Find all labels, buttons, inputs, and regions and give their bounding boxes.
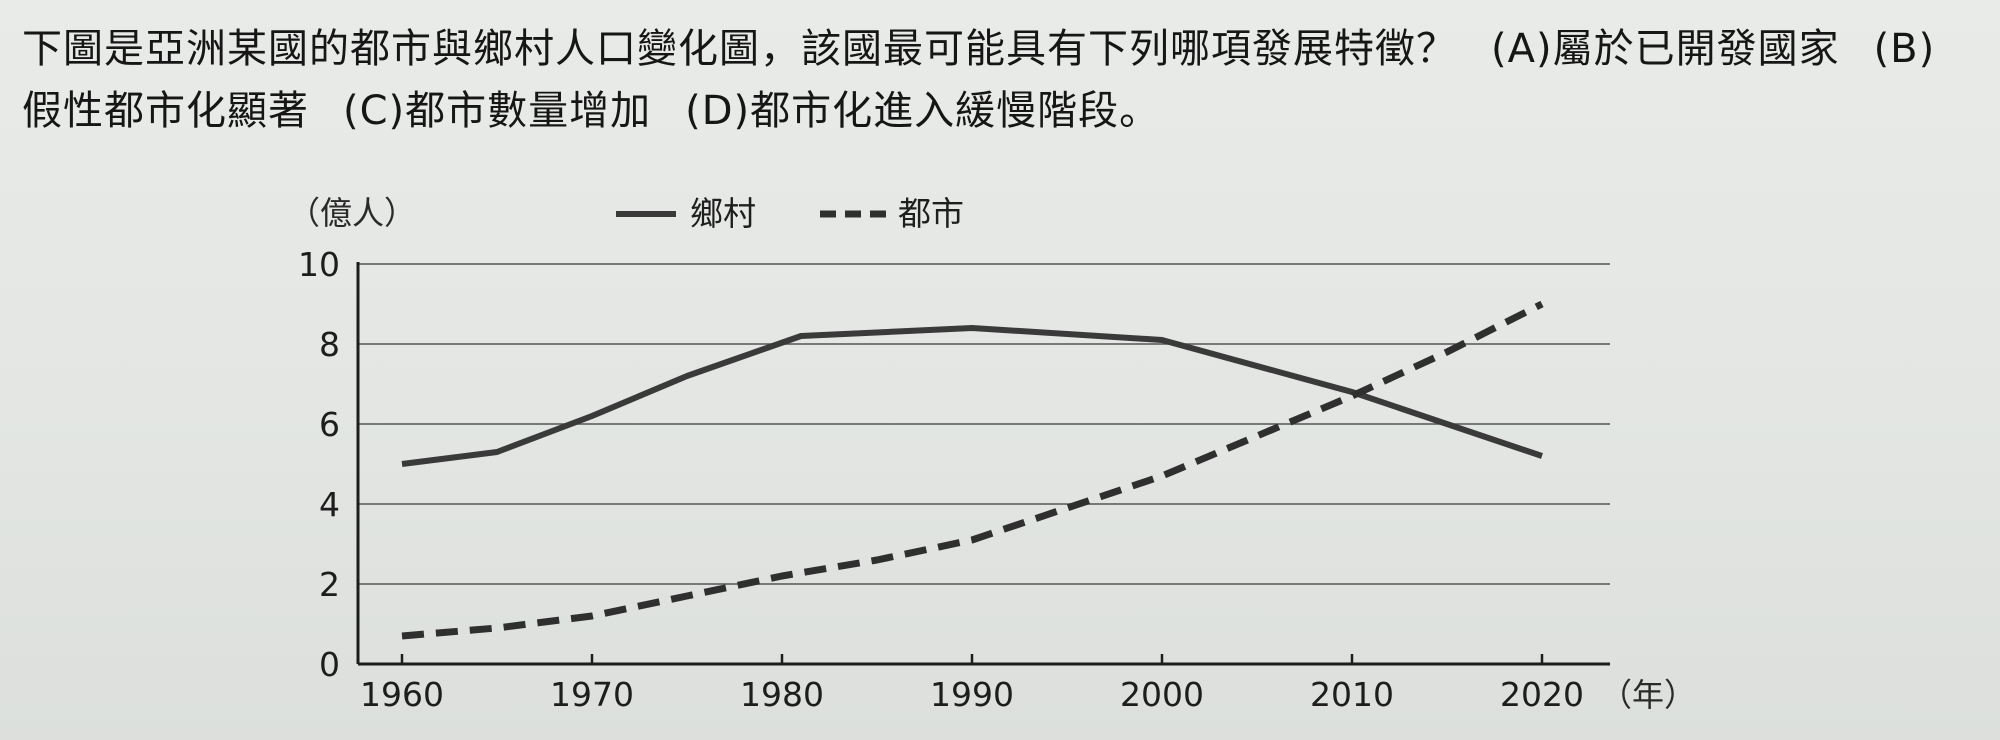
question-stem: 下圖是亞洲某國的都市與鄉村人口變化圖，該國最可能具有下列哪項發展特徵？ <box>22 26 1457 72</box>
y-tick-label-6: 6 <box>319 405 340 444</box>
option-d: (D)都市化進入緩慢階段。 <box>685 88 1161 134</box>
x-tick-label-1970: 1970 <box>550 675 634 714</box>
x-tick-label-1960: 1960 <box>360 675 444 714</box>
legend-urban-label: 都市 <box>898 194 964 233</box>
y-axis-unit-label: （億人） <box>288 194 416 232</box>
x-tick-label-1990: 1990 <box>930 675 1014 714</box>
y-tick-label-10: 10 <box>298 245 340 284</box>
x-tick-label-2020: 2020 <box>1500 675 1584 714</box>
option-c: (C)都市數量增加 <box>343 88 652 134</box>
tick-labels: 0 2 4 6 8 10 1960 1970 1980 1990 2000 2010 2020 <box>298 245 1584 714</box>
y-tick-label-8: 8 <box>319 325 340 364</box>
y-tick-label-2: 2 <box>319 565 340 604</box>
x-tick-label-2010: 2010 <box>1310 675 1394 714</box>
option-a: (A)屬於已開發國家 <box>1491 26 1840 72</box>
urban-population-line <box>401 300 1544 640</box>
x-tick-label-1980: 1980 <box>740 675 824 714</box>
rural-population-line <box>401 325 1543 467</box>
question-text: 下圖是亞洲某國的都市與鄉村人口變化圖，該國最可能具有下列哪項發展特徵？ (A)屬於… <box>22 18 1962 142</box>
x-axis-unit-label: （年） <box>1600 676 1696 714</box>
axes <box>356 262 1610 666</box>
x-tick-label-2000: 2000 <box>1120 675 1204 714</box>
option-b: (B)假性都市化顯著 <box>22 26 1936 134</box>
series-lines <box>401 300 1544 640</box>
y-tick-label-4: 4 <box>319 485 340 524</box>
y-tick-label-0: 0 <box>319 645 340 684</box>
legend: 鄉村 都市 <box>616 194 964 233</box>
legend-rural-label: 鄉村 <box>690 194 756 233</box>
